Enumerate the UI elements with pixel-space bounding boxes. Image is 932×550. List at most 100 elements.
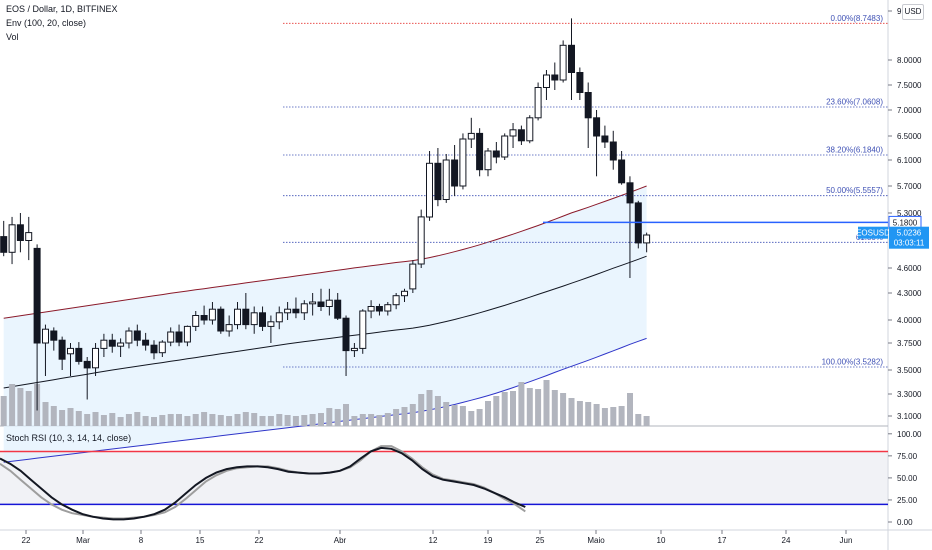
candle-body[interactable] [534, 87, 542, 119]
candle-body[interactable] [417, 216, 425, 265]
candle-body[interactable] [267, 321, 275, 327]
candle-body[interactable] [392, 295, 400, 306]
candle-body[interactable] [526, 117, 534, 142]
fib-level-label: 100.00%(3.5282) [822, 357, 884, 366]
candle-body[interactable] [593, 117, 601, 137]
candle-body[interactable] [626, 182, 634, 204]
volume-bar [50, 406, 57, 426]
candle-body[interactable] [117, 342, 125, 347]
candle-body[interactable] [25, 232, 33, 242]
candle-body[interactable] [50, 330, 58, 341]
candle-body[interactable] [133, 330, 141, 341]
candle-body[interactable] [584, 92, 592, 119]
candle-body[interactable] [183, 325, 191, 343]
volume-bar [627, 393, 633, 426]
candle-body[interactable] [492, 150, 500, 158]
candle-body[interactable] [359, 310, 367, 349]
candle-body[interactable] [384, 304, 392, 312]
volume-bar [0, 396, 7, 426]
candle-body[interactable] [426, 162, 433, 218]
candle-body[interactable] [442, 159, 450, 200]
candle-body[interactable] [576, 72, 584, 93]
candle-body[interactable] [92, 347, 99, 369]
volume-bar [201, 412, 208, 426]
candle-body[interactable] [409, 263, 417, 290]
candle-body[interactable] [643, 234, 651, 244]
fib-level-label: 50.00%(5.5557) [826, 186, 883, 195]
candle-body[interactable] [476, 132, 484, 171]
price-axis-label: 5.3000 [897, 209, 922, 218]
candle-body[interactable] [350, 347, 358, 352]
symbol-tag-label: EOSUSD [856, 229, 890, 238]
candle-body[interactable] [401, 290, 408, 297]
candle-body[interactable] [83, 360, 91, 369]
candle-body[interactable] [284, 308, 292, 314]
candle-body[interactable] [234, 308, 241, 326]
candle-body[interactable] [300, 303, 308, 314]
candle-body[interactable] [33, 247, 41, 344]
candle-body[interactable] [225, 324, 233, 332]
candle-body[interactable] [275, 312, 283, 323]
candle-body[interactable] [142, 339, 150, 346]
volume-bar [451, 405, 458, 426]
candle-body[interactable] [375, 306, 383, 312]
candle-body[interactable] [342, 317, 350, 352]
price-axis-label: 3.7500 [897, 339, 922, 348]
candle-body[interactable] [434, 162, 442, 201]
candle-body[interactable] [200, 315, 208, 321]
candle-body[interactable] [250, 312, 258, 326]
candle-body[interactable] [217, 308, 225, 332]
candle-body[interactable] [509, 129, 517, 137]
candle-body[interactable] [543, 74, 550, 88]
candle-body[interactable] [192, 315, 200, 327]
candle-body[interactable] [317, 301, 325, 307]
candle-body[interactable] [58, 339, 66, 360]
candle-body[interactable] [75, 347, 83, 362]
time-axis-label: Maio [587, 536, 605, 545]
volume-indicator-label[interactable]: Vol [6, 32, 19, 42]
candle-body[interactable] [259, 312, 266, 327]
currency-button[interactable]: USD [902, 4, 924, 20]
candle-body[interactable] [292, 308, 300, 314]
candle-body[interactable] [309, 301, 317, 305]
volume-bar [560, 393, 567, 426]
candle-body[interactable] [367, 306, 375, 312]
candle-body[interactable] [0, 236, 8, 253]
candle-body[interactable] [334, 299, 342, 319]
candle-body[interactable] [8, 224, 16, 253]
candle-body[interactable] [125, 330, 133, 344]
time-axis-label: 19 [484, 536, 493, 545]
candle-body[interactable] [459, 138, 467, 187]
envelope-indicator-label[interactable]: Env (100, 20, close) [6, 18, 87, 28]
candle-body[interactable] [158, 341, 166, 354]
volume-bar [251, 413, 258, 426]
candle-body[interactable] [67, 347, 74, 355]
volume-bar [192, 414, 199, 426]
candle-body[interactable] [108, 339, 116, 347]
stoch-rsi-label[interactable]: Stoch RSI (10, 3, 14, 14, close) [6, 433, 132, 443]
candle-body[interactable] [208, 308, 216, 321]
candle-body[interactable] [551, 74, 559, 81]
candle-body[interactable] [42, 328, 49, 344]
candle-body[interactable] [467, 132, 475, 140]
candle-body[interactable] [618, 159, 626, 184]
candle-body[interactable] [175, 331, 183, 343]
candle-body[interactable] [559, 44, 567, 81]
candle-body[interactable] [167, 331, 175, 343]
candle-body[interactable] [451, 159, 459, 187]
candle-body[interactable] [601, 135, 609, 143]
candle-body[interactable] [568, 44, 575, 73]
candle-body[interactable] [150, 344, 158, 354]
candle-body[interactable] [484, 150, 492, 171]
volume-bar [334, 409, 341, 426]
candle-body[interactable] [16, 224, 24, 242]
candle-body[interactable] [325, 299, 333, 308]
time-axis-label: 15 [196, 536, 205, 545]
candle-body[interactable] [100, 339, 108, 349]
candle-body[interactable] [501, 135, 509, 158]
candle-body[interactable] [609, 141, 617, 161]
candle-body[interactable] [242, 308, 250, 326]
candle-body[interactable] [517, 129, 525, 142]
symbol-title[interactable]: EOS / Dollar, 1D, BITFINEX [6, 4, 118, 14]
